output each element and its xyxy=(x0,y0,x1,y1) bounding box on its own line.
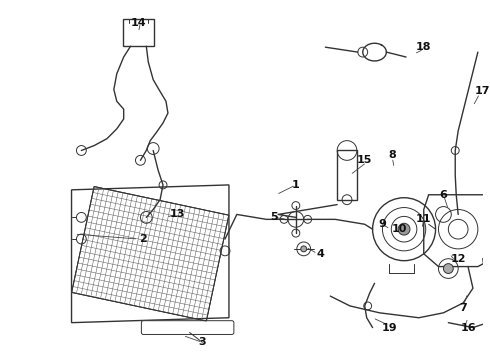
Text: 15: 15 xyxy=(357,155,372,165)
Text: 13: 13 xyxy=(170,210,186,220)
Text: 19: 19 xyxy=(382,323,397,333)
Bar xyxy=(337,150,357,200)
Circle shape xyxy=(443,264,453,274)
Text: 8: 8 xyxy=(389,150,396,161)
Text: 18: 18 xyxy=(416,42,432,52)
Circle shape xyxy=(398,223,410,235)
Text: 7: 7 xyxy=(459,303,467,313)
FancyBboxPatch shape xyxy=(142,321,234,334)
Text: 12: 12 xyxy=(450,254,466,264)
Polygon shape xyxy=(424,195,490,266)
Text: 6: 6 xyxy=(440,190,447,200)
Text: 11: 11 xyxy=(416,214,432,224)
Bar xyxy=(122,19,154,46)
Text: 5: 5 xyxy=(270,212,278,222)
Text: 4: 4 xyxy=(317,249,324,259)
Circle shape xyxy=(301,246,307,252)
Polygon shape xyxy=(72,186,229,321)
Text: 1: 1 xyxy=(292,180,300,190)
Text: 17: 17 xyxy=(475,86,490,96)
Text: 2: 2 xyxy=(140,234,147,244)
Text: 3: 3 xyxy=(198,337,206,347)
Text: 16: 16 xyxy=(460,323,476,333)
Text: 10: 10 xyxy=(392,224,407,234)
Text: 9: 9 xyxy=(378,219,387,229)
Text: 14: 14 xyxy=(131,18,146,28)
